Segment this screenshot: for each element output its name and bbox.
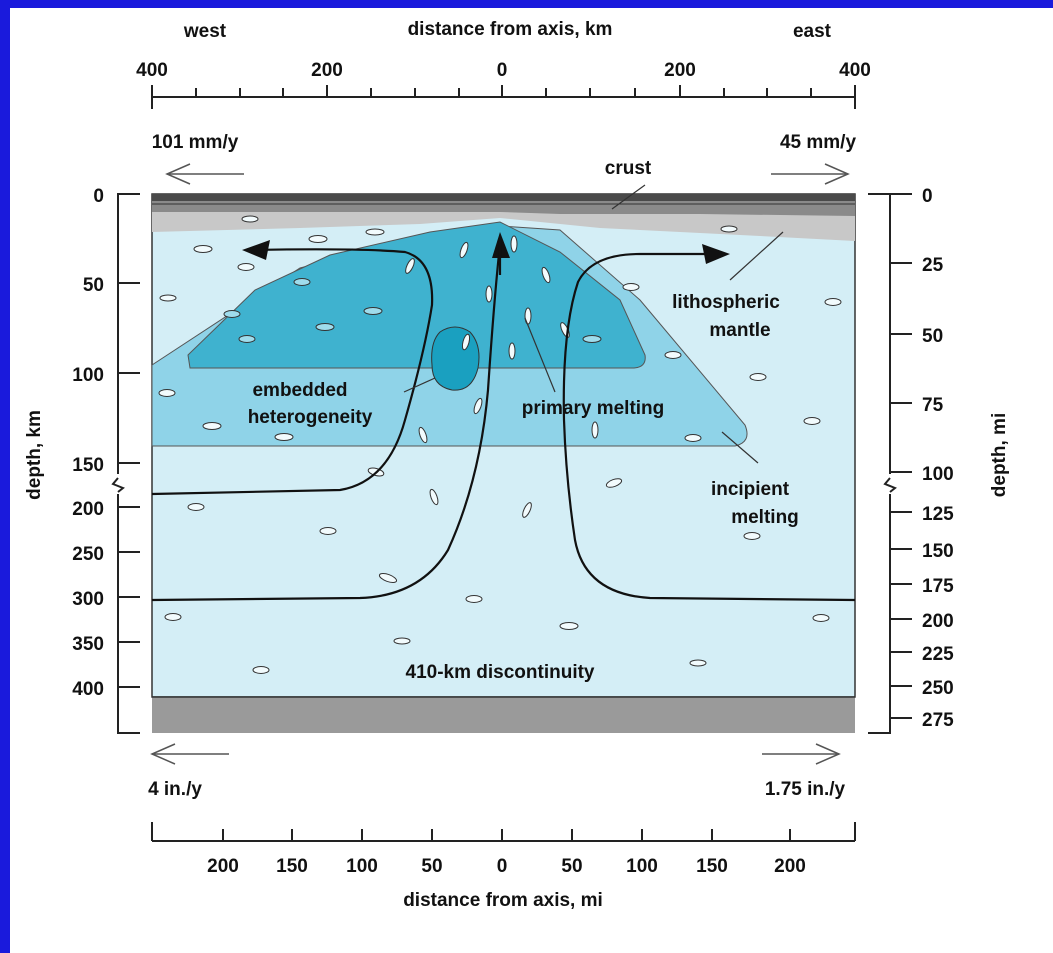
bottom-tick-label: 150: [696, 856, 728, 877]
bottom-axis-line: [151, 822, 856, 842]
left-tick-label: 250: [72, 544, 104, 565]
right-axis-title: depth, mi: [989, 413, 1010, 497]
east-rate-bottom: 1.75 in./y: [765, 779, 846, 800]
left-axis-line: [111, 193, 140, 734]
left-tick-label: 0: [93, 186, 104, 207]
west-rate-top: 101 mm/y: [152, 132, 239, 153]
left-tick-label: 300: [72, 589, 104, 610]
right-tick-label: 250: [922, 678, 954, 699]
right-tick-label: 225: [922, 644, 954, 665]
cross-section: [151, 184, 856, 733]
west-rate-bottom: 4 in./y: [148, 779, 202, 800]
left-tick-label: 200: [72, 499, 104, 520]
top-axis-title: distance from axis, km: [408, 19, 613, 40]
bottom-tick-label: 100: [346, 856, 378, 877]
west-label: west: [183, 21, 227, 42]
melt-pockets: [158, 215, 842, 674]
top-tick-label: 400: [839, 60, 871, 81]
incipient-label-line1: incipient: [711, 479, 790, 500]
east-rate-top: 45 mm/y: [780, 132, 856, 153]
top-tick-label: 400: [136, 60, 168, 81]
discontinuity-label: 410-km discontinuity: [406, 662, 595, 683]
top-axis-ticklabels: 400 200 0 200 400: [136, 60, 871, 81]
lithospheric-label-line1: lithospheric: [672, 292, 780, 313]
bottom-tick-label: 50: [561, 856, 582, 877]
left-tick-label: 350: [72, 634, 104, 655]
left-tick-label: 100: [72, 365, 104, 386]
top-tick-label: 0: [497, 60, 508, 81]
bottom-axis-title: distance from axis, mi: [403, 890, 603, 911]
right-tick-label: 75: [922, 395, 944, 416]
embedded-label-line1: embedded: [252, 380, 347, 401]
crust-label: crust: [605, 158, 652, 179]
embedded-label-line2: heterogeneity: [248, 407, 373, 428]
east-label: east: [793, 21, 832, 42]
bottom-tick-label: 0: [497, 856, 508, 877]
east-arrow-top: [771, 163, 850, 185]
right-tick-label: 150: [922, 541, 954, 562]
right-tick-label: 50: [922, 326, 943, 347]
below-410-layer: [152, 697, 855, 733]
top-tick-label: 200: [664, 60, 696, 81]
west-arrow-bottom: [150, 743, 229, 765]
bottom-tick-label: 200: [774, 856, 806, 877]
right-tick-label: 175: [922, 576, 954, 597]
right-tick-label: 0: [922, 186, 933, 207]
west-arrow-top: [165, 163, 244, 185]
right-tick-label: 125: [922, 504, 954, 525]
bottom-tick-label: 100: [626, 856, 658, 877]
left-tick-label: 400: [72, 679, 104, 700]
left-axis-title: depth, km: [24, 410, 45, 500]
right-tick-label: 100: [922, 464, 954, 485]
right-axis-line: [868, 193, 912, 734]
left-tick-label: 150: [72, 455, 104, 476]
bottom-tick-label: 200: [207, 856, 239, 877]
label-leaders: [403, 184, 784, 464]
primary-melting-label: primary melting: [522, 398, 665, 419]
right-tick-label: 275: [922, 710, 954, 731]
embedded-heterogeneity-blob: [431, 326, 480, 391]
right-axis-ticklabels: 0 25 50 75 100 125 150 175 200 225 250 2…: [922, 186, 954, 731]
bottom-tick-label: 150: [276, 856, 308, 877]
top-tick-label: 200: [311, 60, 343, 81]
crust-top-band: [152, 194, 855, 201]
right-tick-label: 25: [922, 255, 944, 276]
lithospheric-label-line2: mantle: [709, 320, 770, 341]
right-tick-label: 200: [922, 611, 954, 632]
left-tick-label: 50: [83, 275, 104, 296]
bottom-tick-label: 50: [421, 856, 442, 877]
top-axis-line: [151, 85, 856, 109]
east-arrow-bottom: [762, 743, 841, 765]
left-axis-ticklabels: 0 50 100 150 200 250 300 350 400: [72, 186, 104, 700]
east-flow-line: [562, 252, 856, 602]
bottom-axis-ticklabels: 200 150 100 50 0 50 100 150 200: [207, 856, 806, 877]
central-upwelling-line: [151, 243, 502, 602]
incipient-label-line2: melting: [731, 507, 799, 528]
west-flow-line: [151, 248, 434, 496]
flow-lines: [151, 243, 856, 602]
